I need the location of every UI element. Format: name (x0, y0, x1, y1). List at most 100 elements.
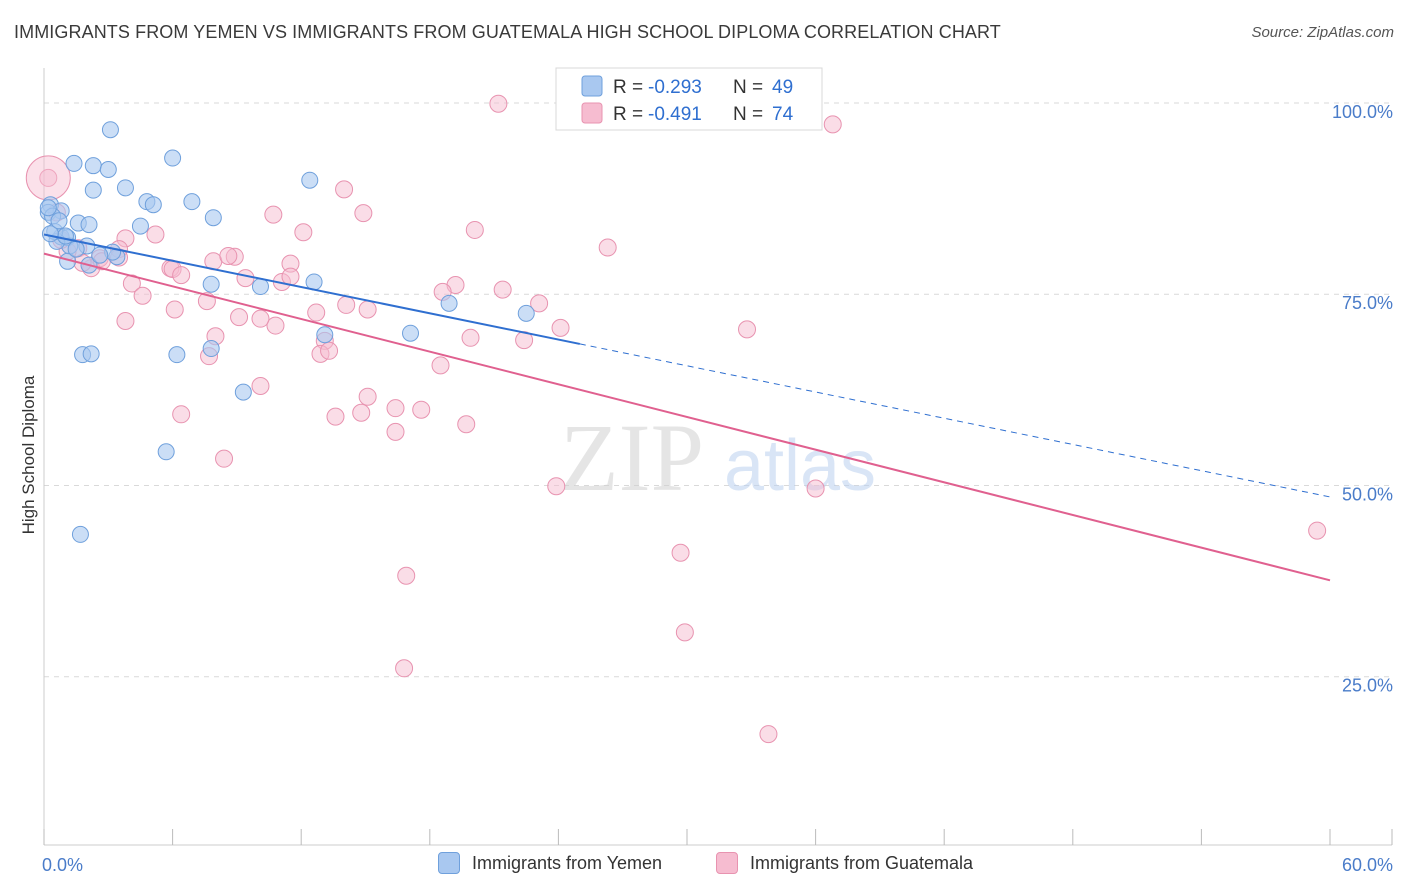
guatemala-point (386, 399, 405, 418)
guatemala-point (236, 269, 255, 288)
x-tick-label: 60.0% (1342, 855, 1393, 875)
watermark-zip: ZIP (560, 404, 704, 511)
guatemala-point (386, 422, 405, 441)
yemen-point (39, 199, 57, 217)
stats-legend-guatemala-swatch (581, 102, 603, 124)
y-axis-label: High School Diploma (19, 375, 38, 534)
y-tick-label: 50.0% (1342, 484, 1393, 504)
y-tick-label: 75.0% (1342, 293, 1393, 313)
guatemala-point (759, 725, 778, 744)
yemen-point (82, 345, 100, 363)
stats-legend-guatemala-n-label: N = (733, 104, 763, 125)
yemen-point (402, 324, 420, 342)
guatemala-point (172, 405, 191, 424)
guatemala-point (266, 316, 285, 335)
guatemala-point (675, 623, 694, 642)
guatemala-point (1308, 521, 1327, 540)
legend-yemen-swatch (438, 852, 460, 874)
legend-guatemala[interactable]: Immigrants from Guatemala (716, 852, 973, 874)
yemen-point (116, 179, 134, 197)
guatemala-point (251, 309, 270, 328)
legend-guatemala-label: Immigrants from Guatemala (750, 852, 974, 873)
guatemala-point (352, 403, 371, 422)
yemen-trendline-extension (579, 343, 1331, 498)
guatemala-point (489, 94, 508, 113)
guatemala-point (326, 407, 345, 426)
legend-guatemala-swatch (716, 852, 738, 874)
guatemala-point (457, 415, 476, 434)
series-yemen (39, 121, 535, 543)
stats-legend: R = -0.293 N = 49 R = -0.491 N = 74 (555, 67, 823, 131)
guatemala-point (230, 308, 249, 327)
guatemala-point (530, 294, 549, 313)
guatemala-point (412, 400, 431, 419)
stats-legend-guatemala-n-value: 74 (772, 104, 794, 125)
yemen-point (157, 443, 175, 461)
guatemala-point (431, 356, 450, 375)
guatemala-point (165, 300, 184, 319)
yemen-point (99, 161, 117, 179)
yemen-point (80, 216, 98, 234)
yemen-point (234, 383, 252, 401)
guatemala-point (598, 238, 617, 257)
yemen-point (168, 346, 186, 364)
guatemala-point (264, 205, 283, 224)
guatemala-point (461, 328, 480, 347)
guatemala-point (294, 223, 313, 242)
guatemala-point (39, 168, 58, 187)
guatemala-point-large (25, 155, 71, 201)
watermark: ZIP atlas (560, 404, 876, 511)
guatemala-point (335, 180, 354, 199)
guatemala-point (823, 115, 842, 134)
yemen-point (67, 240, 85, 258)
guatemala-point (671, 543, 690, 562)
guatemala-point (465, 220, 484, 239)
yemen-point (517, 304, 535, 322)
yemen-point (131, 217, 149, 235)
guatemala-point (358, 300, 377, 319)
axes (43, 68, 1393, 846)
yemen-point (202, 340, 220, 358)
guatemala-point (251, 377, 270, 395)
stats-legend-guatemala-r-value: -0.491 (648, 104, 702, 125)
yemen-point (440, 294, 458, 312)
yemen-point (56, 227, 74, 245)
watermark-atlas: atlas (724, 426, 876, 506)
guatemala-point (281, 267, 300, 286)
legend-yemen-label: Immigrants from Yemen (472, 852, 663, 873)
yemen-point (164, 149, 182, 167)
stats-legend-yemen-n-value: 49 (772, 77, 793, 98)
yemen-point (71, 525, 89, 543)
guatemala-point (806, 479, 825, 498)
guatemala-point (395, 659, 414, 678)
yemen-point (50, 212, 68, 230)
guatemala-point (307, 303, 326, 322)
stats-legend-guatemala-r-label: R = (613, 104, 643, 125)
y-tick-label: 25.0% (1342, 676, 1393, 696)
y-tick-label: 100.0% (1332, 102, 1393, 122)
guatemala-point (354, 204, 373, 223)
stats-legend-yemen-swatch (581, 75, 603, 97)
guatemala-point (320, 341, 339, 360)
x-tick-label: 0.0% (42, 855, 83, 875)
guatemala-point (738, 320, 757, 339)
yemen-point (91, 246, 109, 264)
stats-legend-yemen-r-label: R = (613, 77, 643, 98)
legend-yemen[interactable]: Immigrants from Yemen (438, 852, 662, 874)
guatemala-point (146, 225, 165, 244)
guatemala-point (337, 295, 356, 314)
chart-title: IMMIGRANTS FROM YEMEN VS IMMIGRANTS FROM… (14, 22, 1001, 42)
stats-legend-yemen-r-value: -0.293 (648, 77, 702, 98)
yemen-point (65, 154, 83, 172)
guatemala-point (493, 280, 512, 299)
guatemala-point (133, 286, 152, 305)
yemen-trendline (43, 233, 581, 345)
guatemala-point (172, 266, 191, 285)
yemen-point (202, 275, 220, 293)
trendlines (43, 233, 1331, 582)
yemen-point (144, 196, 162, 214)
yemen-point (301, 171, 319, 189)
stats-legend-yemen-n-label: N = (733, 77, 763, 98)
guatemala-point (397, 566, 416, 585)
yemen-point (204, 209, 222, 227)
